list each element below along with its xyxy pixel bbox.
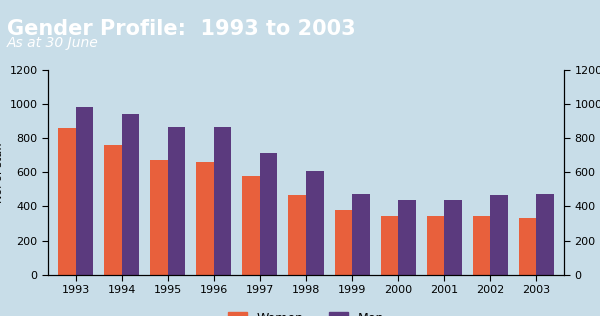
Bar xyxy=(76,107,93,275)
Bar xyxy=(473,216,490,275)
Bar xyxy=(122,114,139,275)
Bar xyxy=(306,171,323,275)
Bar xyxy=(214,127,232,275)
Bar xyxy=(380,216,398,275)
Bar xyxy=(168,127,185,275)
Bar xyxy=(352,194,370,275)
Legend: Women, Men: Women, Men xyxy=(223,307,389,316)
Bar xyxy=(427,216,444,275)
Bar xyxy=(196,162,214,275)
Text: As at 30 June: As at 30 June xyxy=(7,36,99,50)
Y-axis label: No. of staff: No. of staff xyxy=(0,142,4,203)
Bar xyxy=(104,145,122,275)
Bar xyxy=(289,195,306,275)
Bar xyxy=(335,210,352,275)
Bar xyxy=(519,218,536,275)
Bar xyxy=(444,200,462,275)
Bar xyxy=(242,177,260,275)
Bar xyxy=(150,160,168,275)
Bar xyxy=(260,153,277,275)
Bar xyxy=(490,195,508,275)
Bar xyxy=(398,200,416,275)
Text: Gender Profile:  1993 to 2003: Gender Profile: 1993 to 2003 xyxy=(7,20,356,40)
Bar xyxy=(536,194,554,275)
Bar xyxy=(58,128,76,275)
